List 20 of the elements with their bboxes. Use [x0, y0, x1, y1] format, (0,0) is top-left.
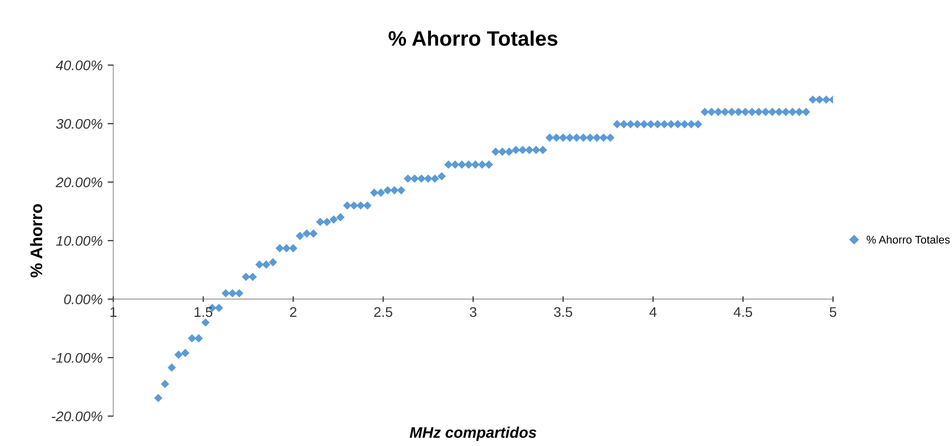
y-tick-label: -10.00%: [52, 352, 102, 363]
y-tick-label: 40.00%: [56, 60, 102, 70]
legend-label: % Ahorro Totales: [866, 235, 950, 244]
x-tick-label: 4.5: [734, 307, 752, 317]
x-tick-label: 1: [110, 307, 116, 317]
y-tick-label: 0.00%: [64, 294, 102, 304]
x-tick-label: 3.5: [554, 307, 572, 317]
x-tick-label: 5: [830, 307, 836, 317]
x-tick-label: 3: [470, 307, 476, 317]
chart-title: % Ahorro Totales: [388, 30, 558, 46]
x-tick-label: 1.5: [194, 307, 212, 317]
y-tick-label: -20.00%: [52, 411, 102, 422]
x-tick-label: 2: [290, 307, 296, 317]
y-tick-label: 10.00%: [56, 236, 102, 246]
y-axis-title: % Ahorro: [30, 204, 42, 278]
y-tick-label: 20.00%: [56, 177, 102, 188]
x-tick-label: 4: [650, 307, 657, 317]
x-axis-title: MHz compartidos: [410, 426, 536, 441]
x-tick-label: 2.5: [374, 307, 392, 317]
y-tick-label: 30.00%: [56, 118, 102, 129]
